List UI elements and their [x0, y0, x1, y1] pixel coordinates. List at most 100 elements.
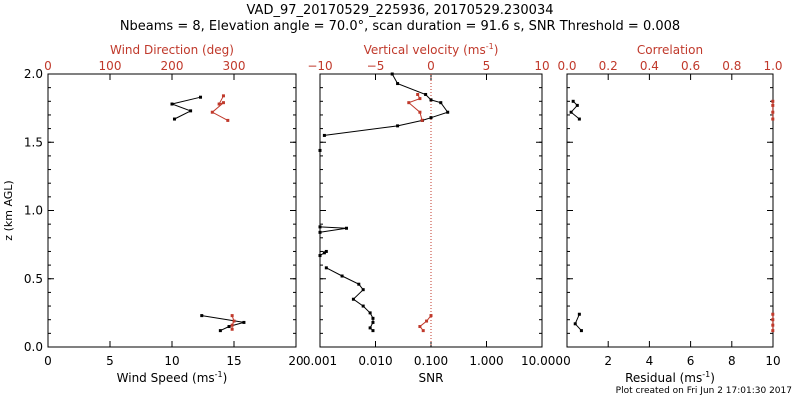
x-tick-label: 5: [106, 354, 114, 368]
plot-frame: [47, 73, 297, 348]
series-line-bottom: [570, 100, 580, 120]
data-point-bottom: [318, 254, 322, 258]
plot-frame: [319, 73, 543, 348]
top-axis-label: Wind Direction (deg): [110, 43, 234, 57]
y-tick-label: 0.0: [24, 340, 43, 354]
top-tick-label: 0.6: [681, 59, 700, 73]
data-point-top: [221, 101, 225, 105]
data-point-top: [221, 94, 225, 98]
data-point-top: [429, 314, 433, 318]
x-tick-label: 10: [765, 354, 780, 368]
x-tick-label: 15: [226, 354, 241, 368]
data-point-top: [771, 323, 775, 327]
x-axis-label: Residual (ms-1): [625, 370, 715, 385]
x-tick-label: 10.000: [521, 354, 563, 368]
data-point-bottom: [218, 329, 222, 333]
top-tick-label: 10: [534, 59, 549, 73]
x-tick-label: 2: [604, 354, 612, 368]
data-point-top: [771, 312, 775, 316]
data-point-bottom: [361, 304, 365, 308]
top-tick-label: 0.2: [599, 59, 618, 73]
plot-frame: [566, 73, 774, 348]
top-axis-label: Vertical velocity (ms-1): [364, 42, 499, 57]
data-point-bottom: [396, 82, 400, 86]
data-point-top: [226, 118, 230, 122]
top-tick-label: −10: [307, 59, 332, 73]
data-point-bottom: [357, 282, 361, 286]
data-point-bottom: [446, 110, 450, 114]
top-tick-label: 0.4: [640, 59, 659, 73]
x-tick-label: 0.100: [414, 354, 448, 368]
series-line-top: [419, 315, 432, 331]
data-point-bottom: [242, 320, 246, 324]
data-point-top: [771, 103, 775, 107]
data-point-top: [421, 329, 425, 333]
x-axis-label: Wind Speed (ms-1): [117, 370, 228, 385]
top-tick-label: 200: [161, 59, 184, 73]
x-tick-label: 10: [164, 354, 179, 368]
data-point-bottom: [170, 102, 174, 106]
x-tick-label: 0: [44, 354, 52, 368]
data-point-top: [771, 99, 775, 103]
top-tick-label: 0.0: [557, 59, 576, 73]
plot-timestamp: Plot created on Fri Jun 2 17:01:30 2017: [615, 386, 792, 396]
data-point-bottom: [322, 251, 326, 255]
data-point-bottom: [318, 230, 322, 234]
data-point-top: [418, 97, 422, 101]
y-axis-label: z (km AGL): [2, 180, 15, 240]
data-point-bottom: [200, 314, 204, 318]
data-point-top: [232, 319, 236, 323]
data-point-top: [420, 118, 424, 122]
y-tick-label: 1.5: [24, 135, 43, 149]
data-point-top: [407, 101, 411, 105]
data-point-bottom: [371, 316, 375, 320]
series-line-bottom: [319, 226, 347, 233]
data-point-bottom: [429, 98, 433, 102]
x-tick-label: 0: [563, 354, 571, 368]
data-point-bottom: [322, 133, 326, 137]
y-tick-label: 2.0: [24, 67, 43, 81]
data-point-top: [418, 110, 422, 114]
data-point-bottom: [575, 103, 579, 107]
data-point-bottom: [318, 148, 322, 152]
top-tick-label: 0.8: [722, 59, 741, 73]
data-point-bottom: [424, 92, 428, 96]
data-point-bottom: [340, 274, 344, 278]
data-point-bottom: [396, 124, 400, 128]
top-tick-label: 0: [427, 59, 435, 73]
data-point-top: [416, 92, 420, 96]
data-point-bottom: [344, 226, 348, 230]
series-line-bottom: [324, 73, 449, 136]
data-point-bottom: [368, 326, 372, 330]
y-tick-label: 1.0: [24, 204, 43, 218]
x-tick-label: 20: [288, 354, 303, 368]
data-point-bottom: [189, 109, 193, 113]
top-axis-label: Correlation: [637, 43, 703, 57]
data-point-top: [230, 327, 234, 331]
data-point-top: [230, 314, 234, 318]
data-point-bottom: [439, 101, 443, 105]
series-line-bottom: [170, 96, 201, 120]
x-tick-label: 0.010: [358, 354, 392, 368]
data-point-bottom: [569, 110, 573, 114]
data-point-top: [425, 319, 429, 323]
y-tick-label: 0.5: [24, 272, 43, 286]
data-point-bottom: [361, 288, 365, 292]
series-line-top: [211, 95, 229, 121]
data-point-bottom: [368, 311, 372, 315]
data-point-bottom: [324, 266, 328, 270]
data-point-bottom: [390, 72, 394, 76]
top-tick-label: 0: [44, 59, 52, 73]
top-tick-label: 100: [99, 59, 122, 73]
data-point-bottom: [371, 320, 375, 324]
data-point-bottom: [429, 116, 433, 120]
data-point-bottom: [579, 329, 583, 333]
data-point-top: [771, 117, 775, 121]
x-tick-label: 6: [687, 354, 695, 368]
series-line-bottom: [326, 267, 374, 331]
data-point-bottom: [571, 99, 575, 103]
x-tick-label: 8: [728, 354, 736, 368]
data-point-bottom: [351, 297, 355, 301]
data-point-top: [771, 329, 775, 333]
